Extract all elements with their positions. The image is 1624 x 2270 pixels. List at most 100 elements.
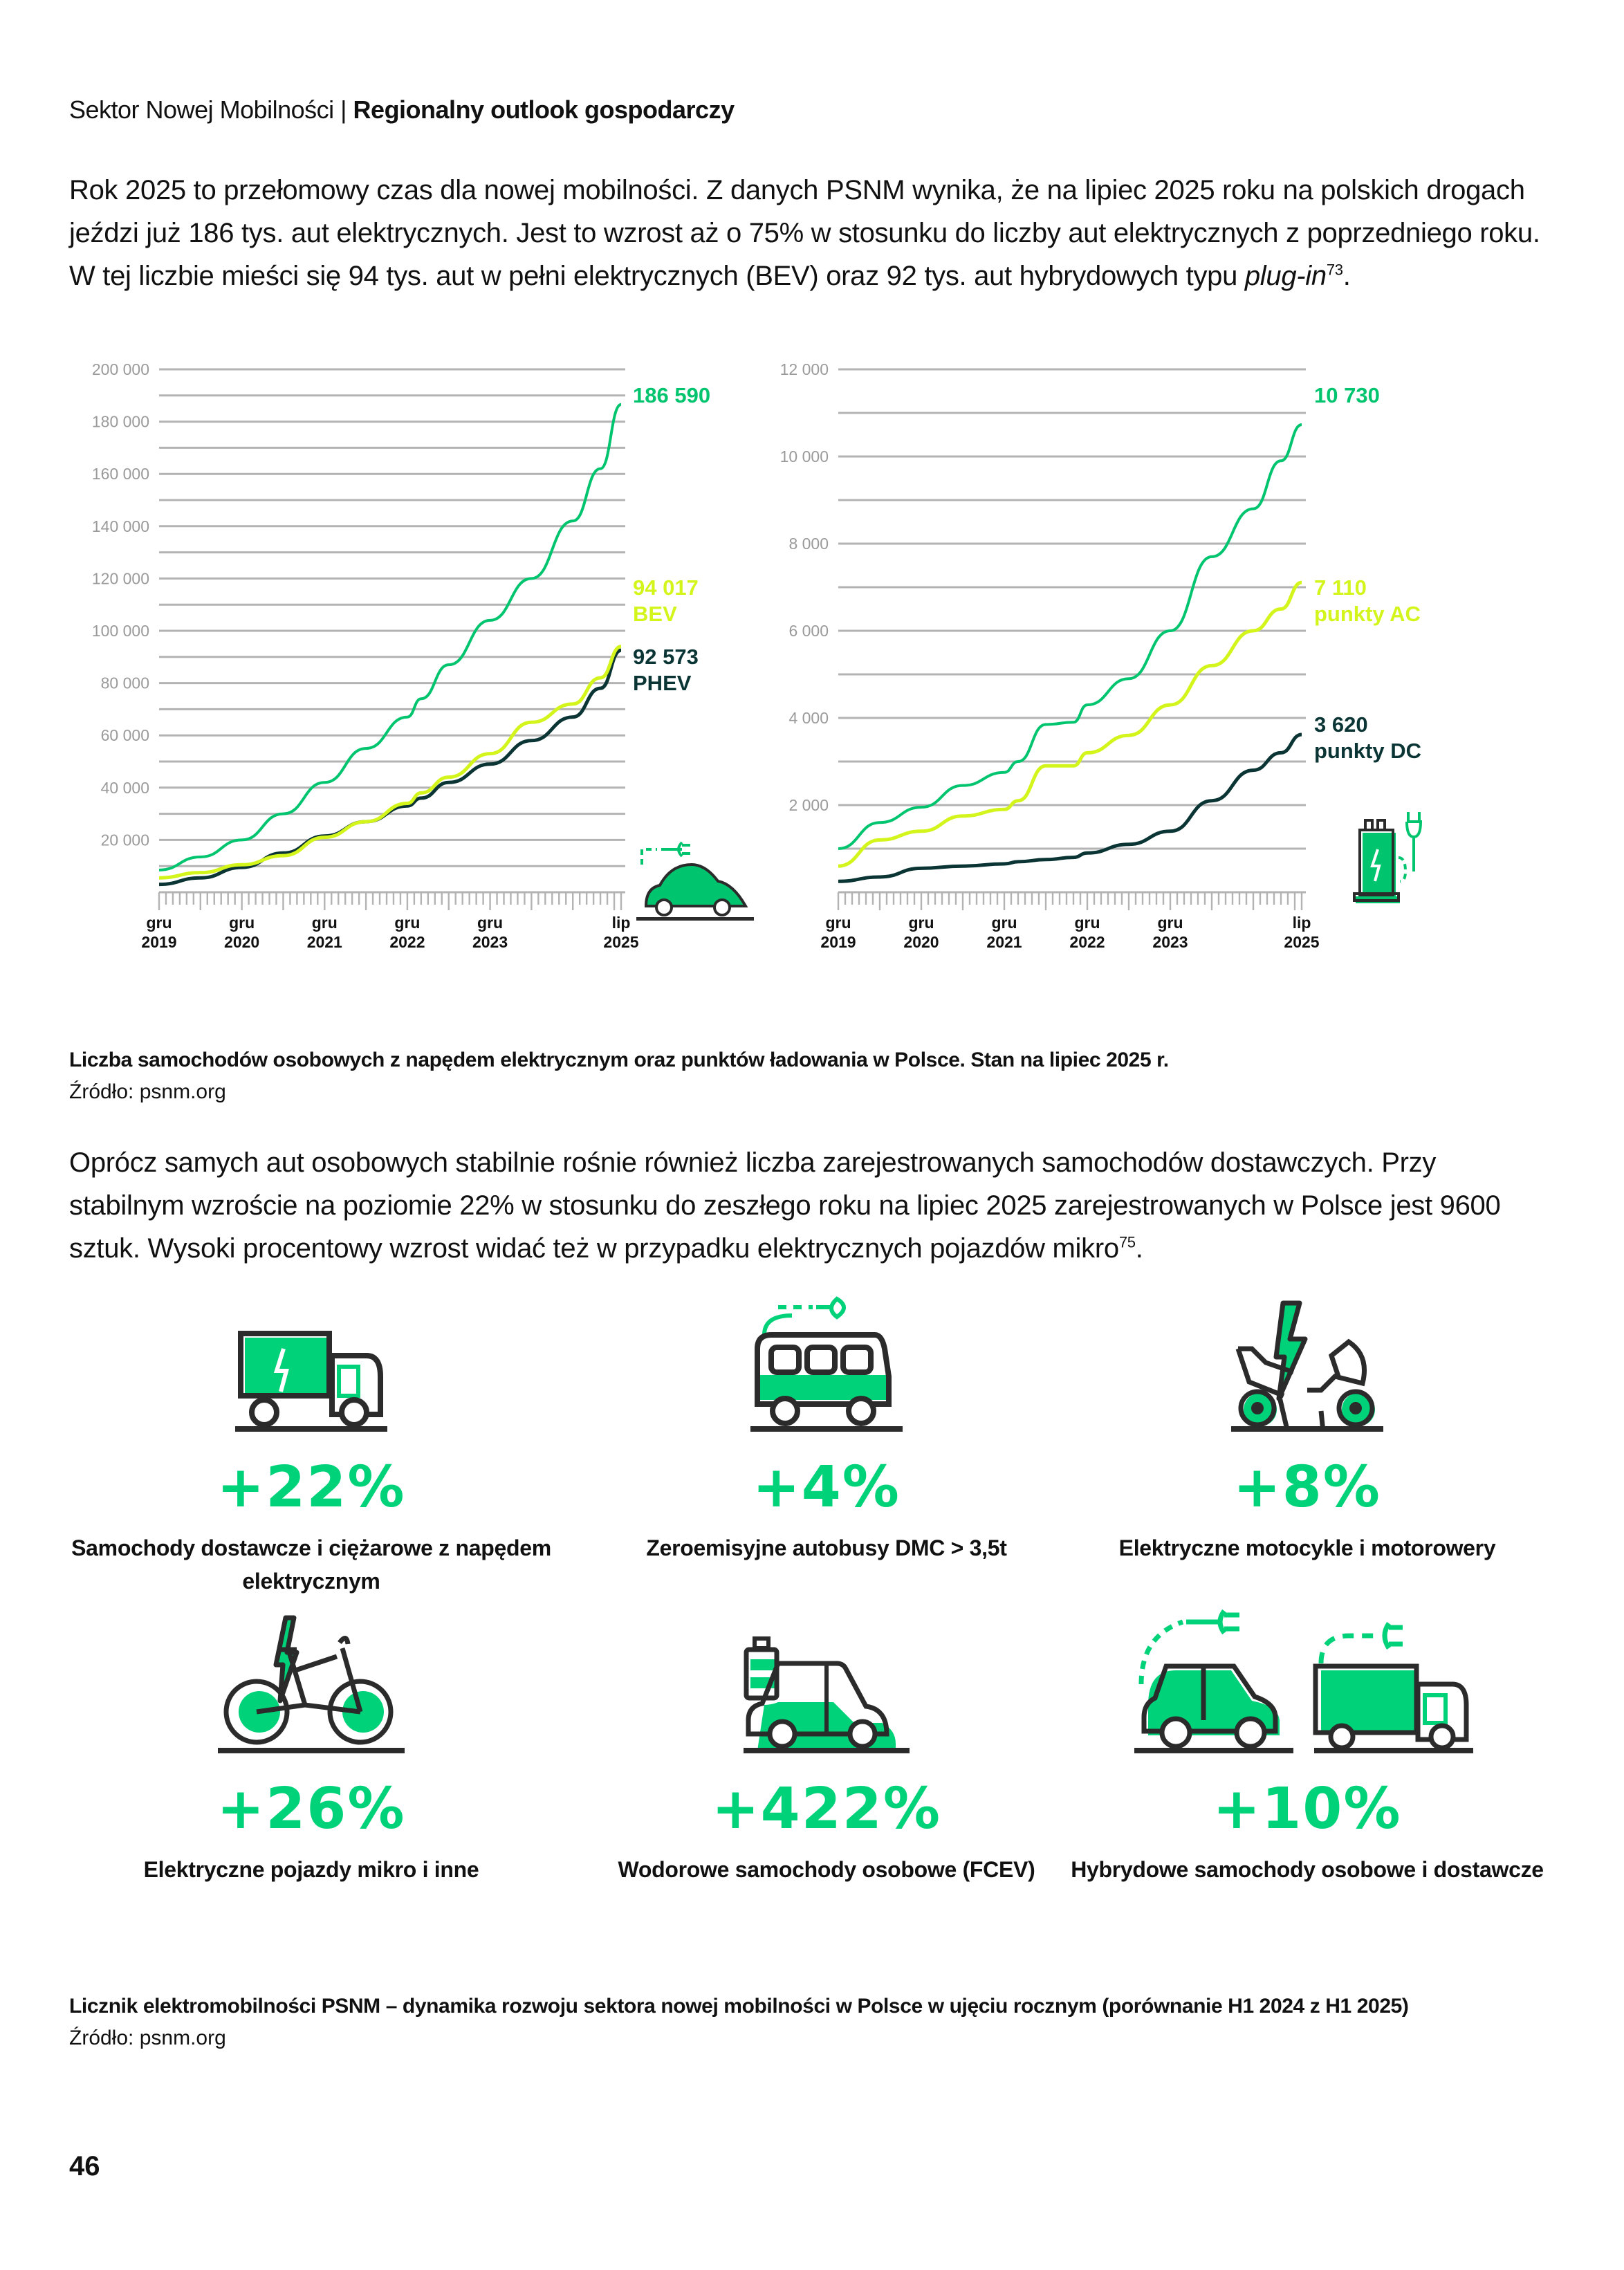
x-tick-label: 2025	[603, 933, 638, 951]
stat-label: Wodorowe samochody osobowe (FCEV)	[618, 1857, 1035, 1882]
y-tick-label: 60 000	[101, 726, 149, 744]
series-end-name: BEV	[633, 602, 677, 626]
ev-car-icon	[636, 841, 754, 921]
x-tick-label: gru	[825, 914, 851, 932]
header-separator: |	[340, 95, 347, 124]
stat-label: Zeroemisyjne autobusy DMC > 3,5t	[646, 1535, 1007, 1560]
x-tick-label: 2019	[141, 933, 176, 951]
running-header: Sektor Nowej Mobilności | Regionalny out…	[69, 95, 735, 124]
stat-label: Elektryczne motocykle i motorowery	[1118, 1535, 1496, 1560]
x-tick-label: gru	[991, 914, 1017, 932]
series-end-name: punkty AC	[1314, 602, 1421, 626]
hybrid-car-van-icon	[1065, 1608, 1549, 1753]
ev-cars-chart: 20 000 40 000 60 000 80 000 100 000 120 000 14…	[69, 360, 802, 1003]
stat-item: +422% Wodorowe samochody osobowe (FCEV)	[584, 1608, 1069, 1886]
bolt-icon	[1370, 849, 1381, 882]
second-text: Oprócz samych aut osobowych stabilnie ro…	[69, 1147, 1501, 1264]
x-tick-label: 2023	[472, 933, 508, 951]
series-end-value: 186 590	[633, 383, 710, 407]
series-line-bev	[158, 645, 622, 880]
intro-end: .	[1342, 261, 1351, 291]
station-top	[1364, 819, 1386, 830]
y-tick-label: 100 000	[92, 622, 149, 640]
y-tick-label: 140 000	[92, 517, 149, 535]
x-tick-label: 2019	[820, 933, 856, 951]
y-tick-label: 10 000	[780, 447, 829, 465]
y-tick-label: 80 000	[101, 674, 149, 692]
chart-caption-source: Źródło: psnm.org	[69, 1080, 226, 1103]
intro-paragraph: Rok 2025 to przełomowy czas dla nowej mo…	[69, 169, 1556, 297]
charging-points-chart: 2 000 4 000 6 000 8 000 10 000 12 000 gru 2019 g…	[780, 360, 1535, 1003]
car-body-icon	[644, 862, 748, 907]
x-tick-label: lip	[1293, 914, 1311, 932]
x-tick-label: gru	[229, 914, 255, 932]
footnote-ref[interactable]: 73	[1326, 261, 1343, 279]
stat-item: +4% Zeroemisyjne autobusy DMC > 3,5t	[584, 1286, 1069, 1565]
stat-value: +8%	[1233, 1455, 1381, 1520]
cable-icon	[1398, 856, 1408, 883]
footnote-ref[interactable]: 75	[1118, 1233, 1136, 1251]
x-tick-label: 2023	[1152, 933, 1188, 951]
stats-caption-title: Licznik elektromobilności PSNM – dynamik…	[69, 1995, 1409, 2018]
stat-value: +10%	[1212, 1776, 1402, 1842]
series-end-value: 94 017	[633, 575, 699, 600]
ground-line	[636, 917, 754, 921]
x-tick-label: 2020	[903, 933, 939, 951]
intro-text: Rok 2025 to przełomowy czas dla nowej mo…	[69, 175, 1540, 291]
y-tick-label: 180 000	[92, 413, 149, 431]
electric-truck-icon	[69, 1286, 553, 1432]
stat-item: +26% Elektryczne pojazdy mikro i inne	[69, 1608, 553, 1886]
y-tick-label: 12 000	[780, 360, 829, 378]
x-tick-label: gru	[312, 914, 338, 932]
y-tick-label: 120 000	[92, 569, 149, 587]
header-title: Regionalny outlook gospodarczy	[353, 95, 735, 124]
x-tick-label: lip	[612, 914, 631, 932]
series-line-punkty-dc	[838, 732, 1302, 883]
stat-value: +4%	[753, 1455, 901, 1520]
series-line-total	[158, 403, 622, 871]
stat-value: +22%	[216, 1455, 406, 1520]
wheel-icon	[655, 898, 673, 916]
stat-label: Hybrydowe samochody osobowe i dostawcze	[1071, 1857, 1544, 1882]
y-tick-label: 6 000	[788, 622, 829, 640]
x-tick-label: 2022	[389, 933, 425, 951]
electric-bus-icon	[584, 1286, 1069, 1432]
y-tick-label: 20 000	[101, 831, 149, 849]
ev-cars-chart-svg: 20 000 40 000 60 000 80 000 100 000 120 000 14…	[92, 360, 754, 951]
stat-value: +26%	[216, 1776, 406, 1842]
second-end: .	[1135, 1233, 1143, 1264]
stat-label: Samochody dostawcze i ciężarowe z napęde…	[71, 1535, 551, 1594]
x-tick-label: gru	[1074, 914, 1100, 932]
stat-item: +8% Elektryczne motocykle i motorowery	[1065, 1286, 1549, 1565]
wheel-icon	[713, 898, 731, 916]
x-tick-label: 2021	[307, 933, 342, 951]
y-tick-label: 160 000	[92, 465, 149, 483]
x-tick-label: 2020	[224, 933, 259, 951]
cable-icon	[640, 848, 657, 865]
x-tick-label: gru	[477, 914, 503, 932]
series-end-value: 92 573	[633, 645, 699, 669]
stat-item: +22% Samochody dostawcze i ciężarowe z n…	[69, 1286, 553, 1598]
x-tick-label: gru	[394, 914, 420, 932]
electric-bike-icon	[69, 1608, 553, 1753]
x-tick-label: gru	[908, 914, 934, 932]
x-tick-label: gru	[146, 914, 172, 932]
x-tick-label: 2021	[986, 933, 1022, 951]
intro-italic: plug-in	[1244, 261, 1327, 291]
page-number: 46	[69, 2151, 100, 2181]
series-line-total	[838, 423, 1302, 850]
stat-item: +10% Hybrydowe samochody osobowe i dosta…	[1065, 1608, 1549, 1886]
stat-value: +422%	[711, 1776, 942, 1842]
y-tick-label: 200 000	[92, 360, 149, 378]
station-base-outline	[1353, 892, 1400, 902]
series-end-name: punkty DC	[1314, 739, 1421, 763]
header-section: Sektor Nowej Mobilności	[69, 95, 334, 124]
charging-station-icon	[1353, 812, 1423, 903]
x-tick-label: gru	[1157, 914, 1183, 932]
hydrogen-car-icon	[584, 1608, 1069, 1753]
series-end-value: 3 620	[1314, 712, 1368, 737]
y-tick-label: 4 000	[788, 709, 829, 727]
y-tick-label: 2 000	[788, 796, 829, 814]
y-tick-label: 40 000	[101, 779, 149, 797]
